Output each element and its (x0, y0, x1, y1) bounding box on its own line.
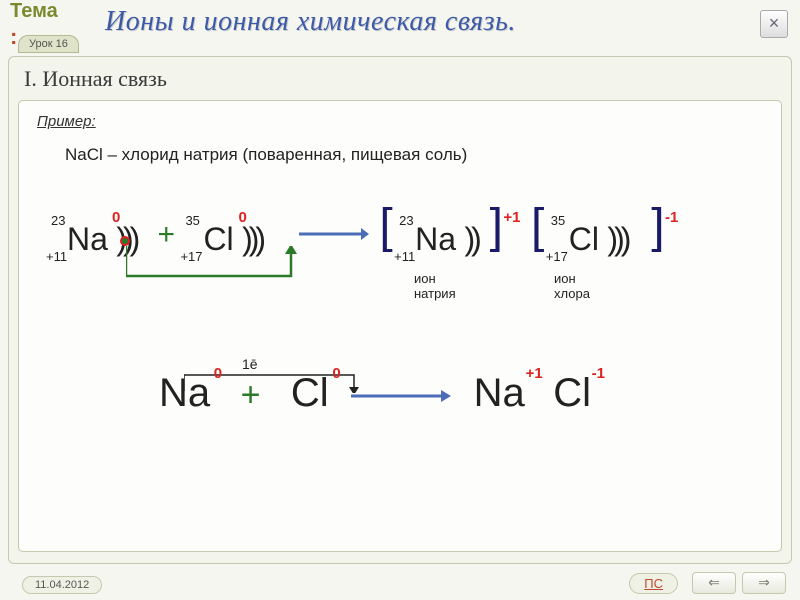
description: NaCl – хлорид натрия (поваренная, пищева… (65, 144, 763, 166)
bracket-open-na: [ (379, 199, 392, 254)
footer: 11.04.2012 ПС ⇐ ⇒ (0, 566, 800, 600)
lesson-tab: Урок 16 (18, 35, 79, 53)
eq-na-prod: Na +1 (474, 371, 525, 416)
bracket-close-na: ] (490, 199, 503, 254)
example-label: Пример: (37, 113, 763, 130)
eq-cl-prod-symbol: Cl (553, 371, 591, 415)
atom-na-ion: 23 +11 Na )) (397, 221, 485, 258)
ps-link[interactable]: ПС (629, 573, 678, 594)
electron-label: 1ē (242, 356, 258, 372)
electron-transfer-arrow (126, 246, 301, 284)
bracket-open-cl: [ (531, 199, 544, 254)
na-symbol: Na (67, 221, 108, 258)
cl-mass: 35 (185, 213, 199, 228)
na-ion-charge: +1 (503, 209, 520, 226)
eq-cl: Cl 0 (291, 371, 329, 416)
cl-ion-symbol: Cl (569, 221, 599, 258)
cl-ion-mass: 35 (551, 213, 565, 228)
na-ion-mass: 23 (399, 213, 413, 228)
electron-dot (120, 236, 130, 246)
topic-label: Тема (10, 0, 58, 22)
eq-cl-symbol: Cl (291, 371, 329, 415)
eq-na: Na 0 (159, 371, 210, 416)
next-button[interactable]: ⇒ (742, 572, 786, 594)
eq-na-symbol: Na (159, 371, 210, 415)
na-proton: +11 (46, 249, 67, 264)
plus-sign-2: + (241, 376, 261, 415)
prev-button[interactable]: ⇐ (692, 572, 736, 594)
na-ion-shells: )) (465, 221, 478, 258)
section-title: I. Ионная связь (24, 66, 167, 92)
arrow-2 (351, 386, 451, 406)
na-ion-symbol: Na (415, 221, 456, 258)
cl-ion-label: ион хлора (554, 271, 590, 301)
page-title: Ионы и ионная химическая связь. (105, 6, 516, 38)
equation-row: Na 0 + Cl 0 Na +1 Cl -1 (159, 371, 591, 461)
eq-na-prod-charge: +1 (526, 365, 543, 382)
eq-na-prod-symbol: Na (474, 371, 525, 415)
na-ion-label: ион натрия (414, 271, 456, 301)
close-button[interactable]: × (760, 10, 788, 38)
bracket-close-cl: ] (651, 199, 664, 254)
atom-cl-ion: 35 +17 Cl ))) (549, 221, 647, 258)
topic-colon: : (10, 24, 17, 50)
date-label: 11.04.2012 (22, 576, 102, 594)
content-panel: Пример: NaCl – хлорид натрия (поваренная… (18, 100, 782, 552)
na-mass: 23 (51, 213, 65, 228)
eq-cl-charge: 0 (332, 365, 340, 382)
eq-cl-prod-charge: -1 (592, 365, 605, 382)
cl-ion-charge: -1 (665, 209, 678, 226)
arrow-1 (299, 224, 369, 244)
cl-ion-shells: ))) (607, 221, 627, 258)
eq-cl-prod: Cl -1 (553, 371, 591, 416)
eq-na-charge: 0 (214, 365, 222, 382)
na-ion-proton: +11 (394, 249, 415, 264)
cl-ion-proton: +17 (546, 249, 568, 264)
